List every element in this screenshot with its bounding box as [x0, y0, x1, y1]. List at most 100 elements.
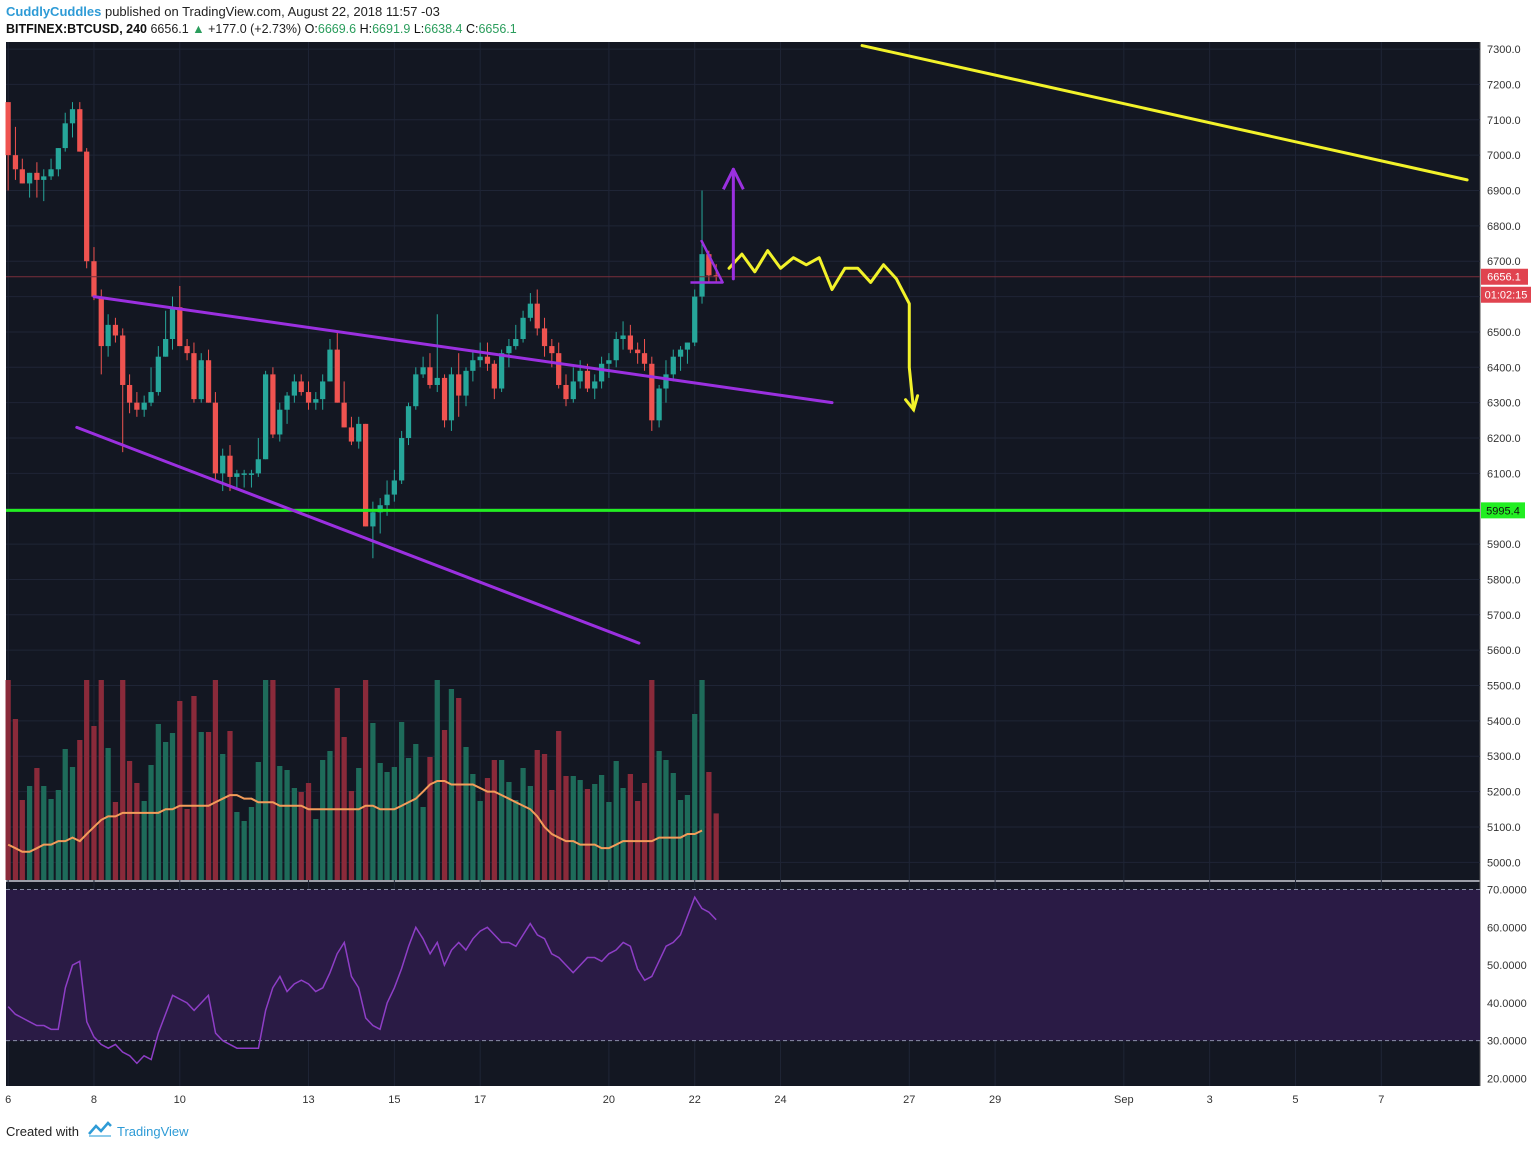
volume-bar	[255, 762, 261, 880]
time-tick-label: 24	[774, 1094, 786, 1106]
volume-bar	[155, 724, 161, 880]
volume-bar	[613, 761, 619, 880]
rsi-band	[6, 889, 1480, 1041]
candle-body	[255, 459, 261, 474]
volume-bar	[656, 751, 662, 880]
candle-body	[362, 423, 369, 527]
price-tick-label: 6700.0	[1487, 256, 1521, 268]
candle	[227, 445, 233, 492]
candle	[177, 285, 183, 347]
candle-body	[284, 395, 290, 410]
volume-bar	[248, 807, 255, 880]
candle-body	[498, 353, 505, 389]
price-tick-label: 5900.0	[1487, 539, 1521, 551]
candle-body	[84, 151, 90, 262]
candle	[635, 342, 641, 364]
candle-body	[41, 176, 47, 180]
candle	[5, 102, 11, 191]
volume-bar	[463, 747, 469, 880]
volume-bar	[169, 733, 176, 880]
purple-arrowhead	[722, 167, 745, 190]
open-label: O:	[304, 22, 318, 36]
volume-bar	[220, 754, 226, 880]
candle	[684, 342, 691, 364]
low-value: 6638.4	[424, 22, 463, 36]
created-with-text: Created with	[6, 1124, 79, 1139]
candle-body	[112, 324, 119, 336]
volume-bar	[212, 680, 219, 880]
volume-bar	[441, 730, 448, 880]
volume-bar	[420, 807, 426, 880]
candle	[105, 314, 111, 357]
volume-bar	[148, 765, 154, 880]
candle	[391, 469, 397, 502]
volume-bar	[62, 749, 68, 880]
candle-body	[663, 374, 669, 389]
tradingview-brand-link[interactable]: TradingView	[117, 1124, 189, 1139]
author-link[interactable]: CuddlyCuddles	[6, 4, 102, 19]
candle	[463, 367, 469, 407]
candle-body	[212, 402, 219, 474]
candle-body	[177, 307, 183, 347]
candle-body	[277, 409, 283, 435]
volume-bar	[405, 758, 412, 880]
candle-body	[327, 349, 333, 382]
volume-bar	[356, 768, 362, 880]
volume-bar	[470, 774, 476, 880]
candle	[291, 374, 297, 403]
close-label: C:	[465, 22, 479, 36]
candle	[277, 402, 283, 442]
candle-body	[405, 406, 412, 439]
candle	[506, 339, 512, 368]
candle	[377, 498, 383, 534]
price-chart[interactable]: 7300.0 7200.0 7100.0 7000.0 6900.0 6800.0 6700…	[0, 42, 1539, 1112]
symbol-label[interactable]: BITFINEX:BTCUSD, 240	[6, 22, 147, 36]
price-pane	[6, 42, 1480, 880]
candle	[498, 349, 505, 393]
candle	[234, 469, 240, 488]
volume-bar	[34, 768, 40, 880]
candle	[527, 293, 534, 322]
volume-bar	[305, 783, 312, 880]
purple-lower-trendline	[75, 425, 641, 645]
volume-bar	[177, 701, 183, 880]
volume-bar	[713, 813, 719, 880]
candle	[48, 158, 54, 180]
volume-bar	[126, 761, 133, 880]
candle	[670, 349, 676, 382]
candle-body	[484, 356, 491, 364]
volume-bar	[541, 754, 548, 880]
volume-bar	[592, 784, 598, 880]
candle	[413, 367, 419, 410]
time-tick-label: 10	[174, 1094, 186, 1106]
candle	[313, 392, 319, 410]
candle-body	[234, 473, 240, 477]
candle-body	[598, 363, 605, 382]
volume-bar	[513, 800, 519, 880]
support-tag: 5995.4	[1481, 502, 1525, 519]
candle-body	[606, 360, 612, 364]
price-tick-label: 5800.0	[1487, 574, 1521, 586]
candle-body	[520, 317, 526, 340]
volume-bar	[391, 767, 397, 880]
candle-body	[399, 438, 405, 481]
candle-body	[491, 363, 497, 389]
candle	[120, 328, 126, 453]
volume-bar	[348, 791, 355, 880]
candle	[641, 339, 648, 371]
volume-bar	[649, 680, 655, 880]
rsi-line	[7, 895, 717, 1065]
current-price-tag-label: 6656.1	[1487, 272, 1521, 284]
countdown-tag: 01:02:15	[1481, 286, 1531, 303]
candle-body	[134, 402, 140, 410]
volume-bar	[706, 772, 712, 880]
candle	[570, 367, 576, 403]
publish-info: CuddlyCuddles published on TradingView.c…	[6, 4, 440, 19]
candle	[541, 317, 548, 357]
candle	[298, 374, 304, 396]
candle-body	[463, 370, 469, 396]
price-tick-label: 6100.0	[1487, 468, 1521, 480]
candle	[148, 367, 154, 407]
candle	[520, 310, 526, 343]
candle-body	[470, 360, 476, 371]
